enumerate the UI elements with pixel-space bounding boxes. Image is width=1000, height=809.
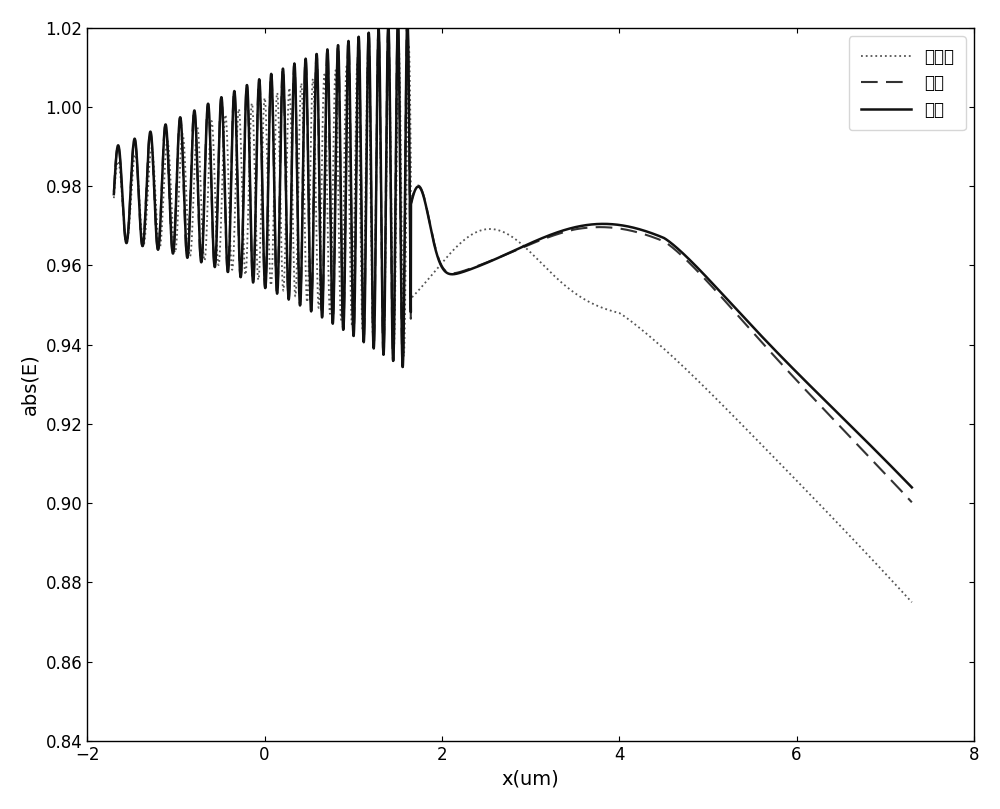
- 乙醇: [401, 13, 413, 23]
- 丙醇: [264, 83, 276, 92]
- 丙醇: [108, 189, 120, 199]
- 乙醇: [864, 452, 876, 462]
- 丙醇: [864, 440, 876, 450]
- 异丙醇: [141, 205, 153, 214]
- 乙醇: [906, 498, 918, 507]
- 乙醇: [156, 186, 168, 196]
- 乙醇: [111, 142, 123, 151]
- 丙醇: [156, 189, 168, 199]
- Line: 丙醇: 丙醇: [114, 17, 912, 487]
- 异丙醇: [156, 227, 168, 237]
- 乙醇: [108, 187, 120, 197]
- 乙醇: [264, 80, 276, 90]
- Y-axis label: abs(E): abs(E): [21, 354, 40, 415]
- 丙醇: [141, 176, 153, 185]
- X-axis label: x(um): x(um): [502, 769, 559, 788]
- 异丙醇: [906, 597, 918, 607]
- 异丙醇: [864, 552, 876, 561]
- Line: 异丙醇: 异丙醇: [114, 44, 912, 602]
- 异丙醇: [403, 40, 415, 49]
- Legend: 异丙醇, 乙醇, 丙醇: 异丙醇, 乙醇, 丙醇: [849, 36, 966, 130]
- 丙醇: [111, 142, 123, 152]
- 丙醇: [498, 250, 510, 260]
- 丙醇: [401, 12, 413, 22]
- 异丙醇: [264, 274, 276, 284]
- 异丙醇: [111, 157, 123, 167]
- Line: 乙醇: 乙醇: [114, 18, 912, 502]
- 乙醇: [498, 251, 510, 260]
- 异丙醇: [108, 193, 120, 203]
- 异丙醇: [498, 227, 510, 237]
- 乙醇: [141, 173, 153, 183]
- 丙醇: [906, 482, 918, 492]
